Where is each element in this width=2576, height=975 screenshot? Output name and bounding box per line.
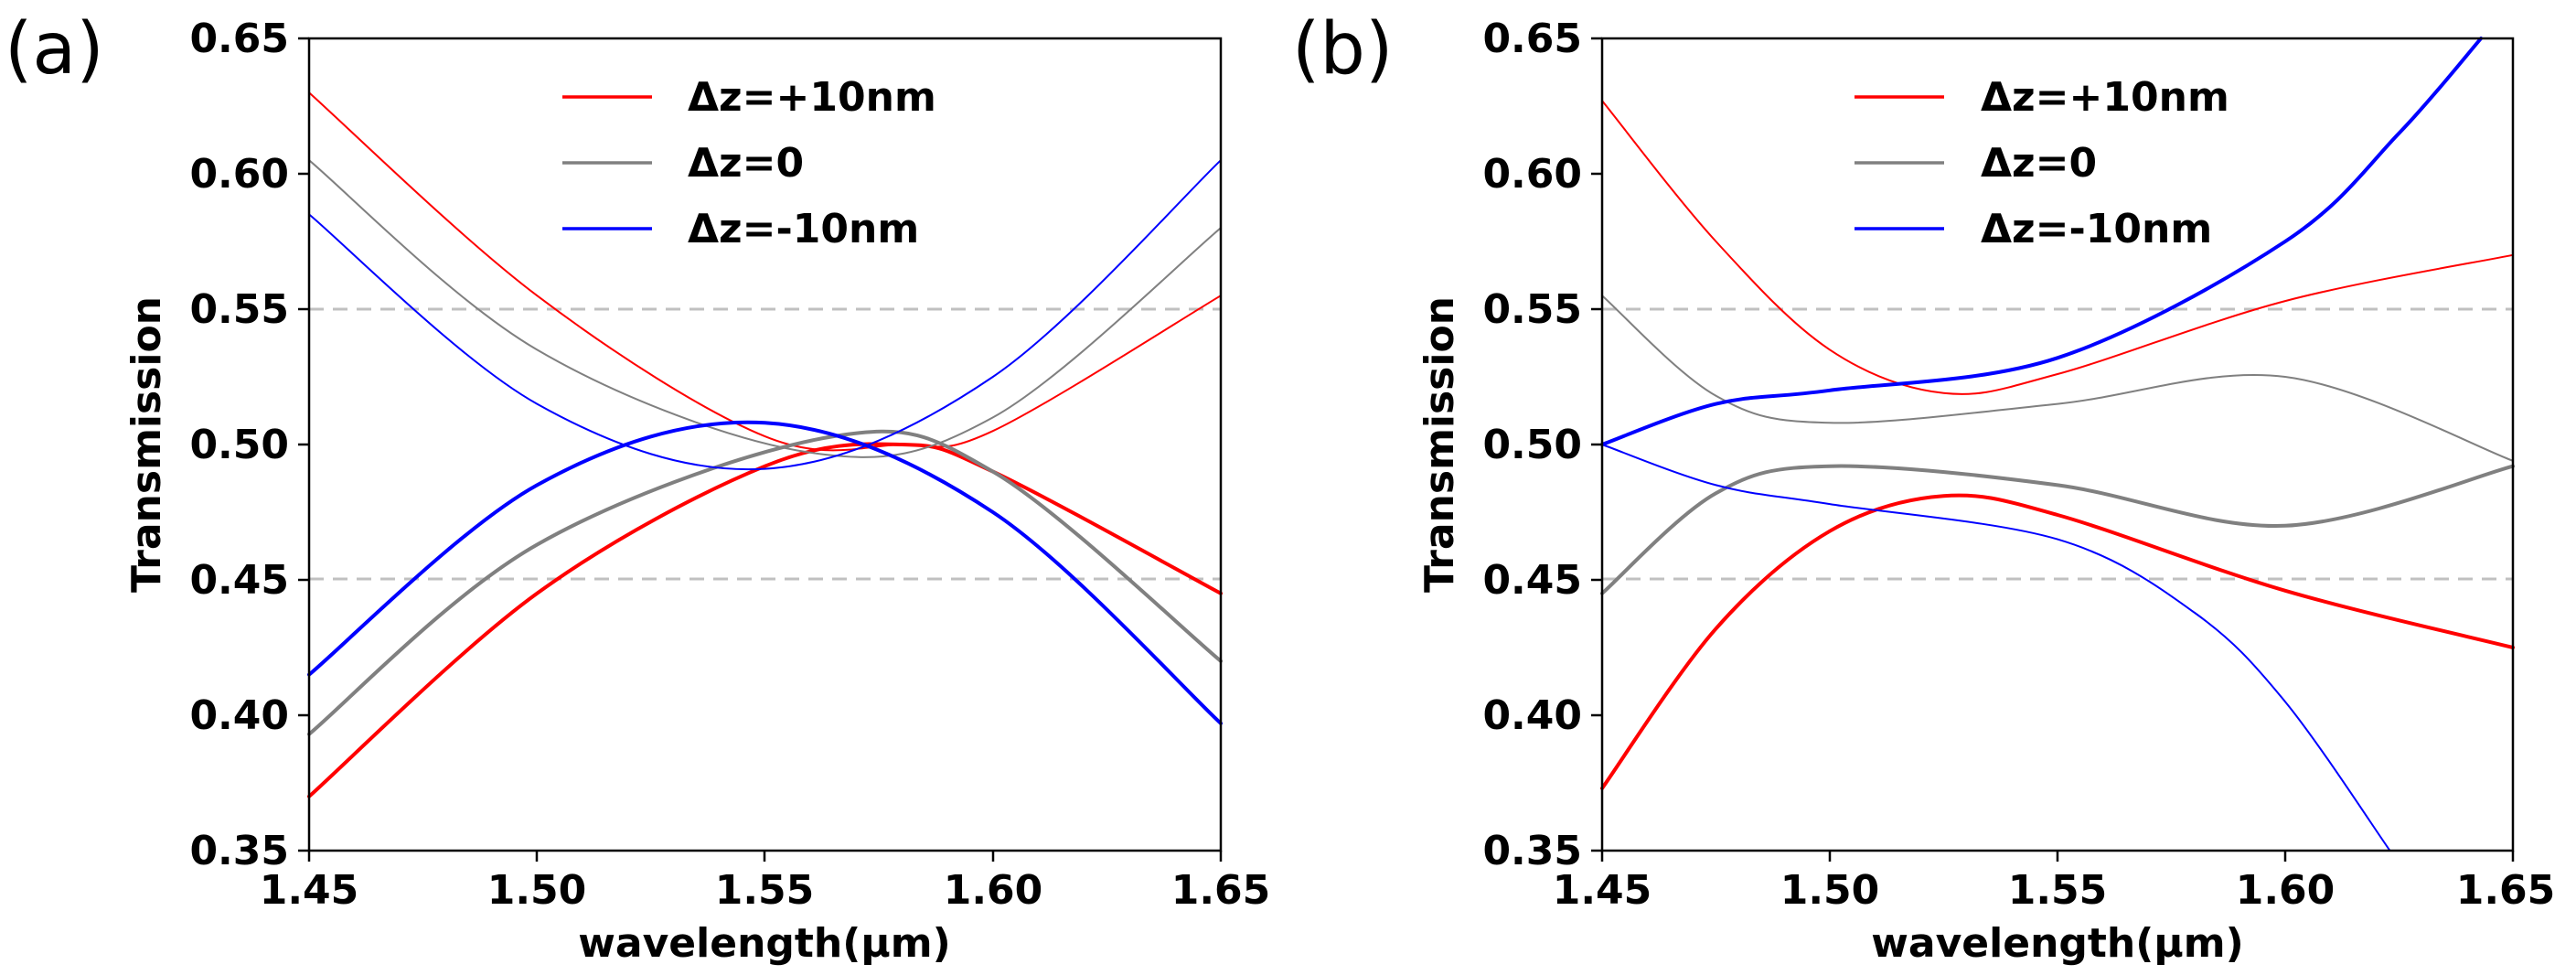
y-tick-label: 0.55: [1482, 286, 1582, 333]
y-axis-label: Transmission: [1416, 296, 1463, 593]
x-tick-label: 1.55: [715, 867, 815, 914]
x-tick-label: 1.60: [2236, 867, 2336, 914]
series-line-red-thin: [1601, 100, 2514, 395]
x-tick-label: 1.50: [1780, 867, 1880, 914]
panel-a: (a) 0.35 0.40 0.45 0.50 0.55 0.60 0.65 1…: [5, 8, 1270, 967]
series-line-red-thin: [308, 91, 1222, 452]
y-axis-label: Transmission: [123, 296, 170, 593]
legend-label-minus10: Δz=-10nm: [688, 206, 919, 252]
series-line-gray-thick: [307, 429, 1223, 736]
x-tick-label: 1.65: [2456, 867, 2556, 914]
y-tick-label: 0.40: [189, 692, 289, 739]
y-tick-label: 0.65: [1482, 16, 1582, 62]
x-axis-label: wavelength(μm): [1871, 920, 2243, 967]
legend: Δz=+10nm Δz=0 Δz=-10nm: [1855, 74, 2229, 252]
series-line-red-thick: [1600, 493, 2515, 790]
y-tick-label: 0.50: [1482, 422, 1582, 468]
x-tick-label: 1.55: [2008, 867, 2108, 914]
series-line-gray-thick: [1600, 464, 2515, 595]
legend-label-plus10: Δz=+10nm: [688, 74, 936, 121]
y-tick-label: 0.45: [189, 557, 289, 604]
y-tick-label: 0.50: [189, 422, 289, 468]
series-group: [307, 91, 1223, 798]
legend-label-zero: Δz=0: [1981, 140, 2097, 187]
y-tick-label: 0.60: [189, 151, 289, 198]
y-tick-label: 0.35: [1482, 828, 1582, 874]
series-line-blue-thick: [1600, 37, 2484, 446]
series-line-gray-thin: [308, 159, 1222, 458]
series-group: [1600, 37, 2515, 852]
panel-a-label: (a): [5, 8, 104, 91]
x-tick-label: 1.50: [487, 867, 587, 914]
legend-label-zero: Δz=0: [688, 140, 804, 187]
x-tick-label: 1.45: [260, 867, 359, 914]
y-tick-label: 0.35: [189, 828, 289, 874]
panel-b-label: (b): [1292, 8, 1393, 91]
legend-label-minus10: Δz=-10nm: [1981, 206, 2212, 252]
y-tick-label: 0.60: [1482, 151, 1582, 198]
legend: Δz=+10nm Δz=0 Δz=-10nm: [562, 74, 936, 252]
series-line-gray-thin: [1601, 295, 2514, 462]
y-tick-label: 0.40: [1482, 692, 1582, 739]
series-line-blue-thick: [307, 420, 1223, 725]
x-tick-label: 1.45: [1553, 867, 1652, 914]
series-line-blue-thin: [1601, 444, 2391, 852]
x-tick-label: 1.60: [944, 867, 1043, 914]
y-tick-label: 0.45: [1482, 557, 1582, 604]
panel-b: (b) 0.35 0.40 0.45 0.50 0.55 0.60 0.65 1…: [1292, 8, 2555, 967]
y-tick-label: 0.65: [189, 16, 289, 62]
y-tick-label: 0.55: [189, 286, 289, 333]
series-line-red-thick: [307, 442, 1223, 798]
series-line-blue-thin: [308, 159, 1222, 471]
x-axis-label: wavelength(μm): [578, 920, 950, 967]
x-tick-label: 1.65: [1171, 867, 1271, 914]
legend-label-plus10: Δz=+10nm: [1981, 74, 2229, 121]
